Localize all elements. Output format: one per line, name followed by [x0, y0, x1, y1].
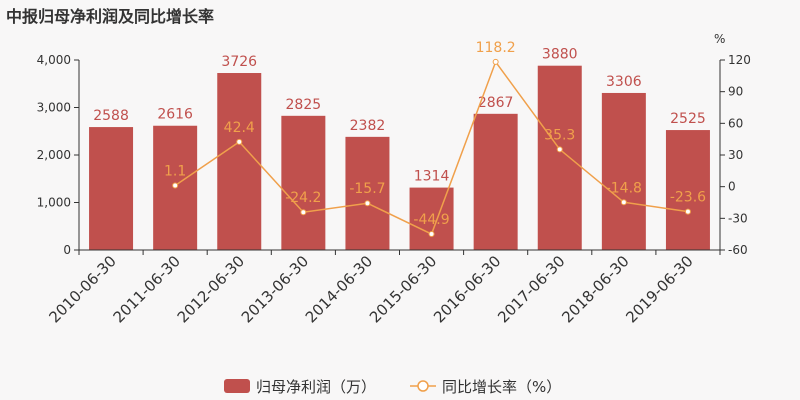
x-axis-tick-label: 2016-06-30 [430, 252, 504, 326]
growth-point-2016-06-30 [492, 58, 499, 65]
line-data-labels: 1.1 42.4 -24.2 -15.7 -44.9 118.2 35.3 -14.8 -23.… [164, 40, 706, 228]
bar-label-2013-06-30: 2825 [286, 97, 322, 113]
bar-label-2019-06-30: 2525 [670, 111, 706, 127]
legend-bar-swatch [224, 379, 250, 393]
right-axis-unit: % [714, 32, 725, 46]
growth-label-2017-06-30: 35.3 [544, 127, 575, 143]
growth-label-2016-06-30: 118.2 [476, 40, 516, 56]
growth-label-2015-06-30: -44.9 [413, 212, 449, 228]
bar-label-2018-06-30: 3306 [606, 74, 642, 90]
right-axis-tick-label: 30 [728, 148, 743, 162]
right-axis-tick-label: 0 [728, 180, 736, 194]
growth-label-2019-06-30: -23.6 [670, 190, 706, 206]
x-axis-tick-label: 2015-06-30 [366, 252, 440, 326]
legend-line-marker [417, 380, 429, 392]
bar-2015-06-30 [409, 187, 454, 250]
x-axis-tick-label: 2014-06-30 [302, 252, 376, 326]
x-axis-tick-label: 2019-06-30 [622, 252, 696, 326]
right-axis-tick-label: 120 [728, 53, 751, 67]
bar-2016-06-30 [473, 113, 518, 250]
right-axis-tick-label: -30 [728, 211, 748, 225]
x-axis-tick-label: 2017-06-30 [494, 252, 568, 326]
bar-2012-06-30 [217, 73, 262, 250]
bar-label-2017-06-30: 3880 [542, 47, 578, 63]
bar-2019-06-30 [665, 130, 710, 250]
bar-label-2011-06-30: 2616 [157, 107, 193, 123]
right-axis-tick-label: -60 [728, 243, 748, 257]
growth-label-2018-06-30: -14.8 [606, 180, 642, 196]
x-axis-tick-label: 2018-06-30 [558, 252, 632, 326]
bar-2017-06-30 [537, 65, 582, 250]
x-axis-tick-label: 2011-06-30 [110, 252, 184, 326]
bar-2014-06-30 [345, 136, 390, 250]
legend-bar-label[interactable]: 归母净利润（万） [256, 378, 376, 396]
bar-data-labels: 2588 2616 3726 2825 2382 1314 2867 3880 3306 2525 [93, 47, 706, 185]
growth-point-2018-06-30 [620, 199, 627, 206]
growth-point-2012-06-30 [236, 138, 243, 145]
bar-label-2014-06-30: 2382 [350, 118, 386, 134]
right-axis-tick-label: 60 [728, 116, 743, 130]
growth-label-2011-06-30: 1.1 [164, 164, 186, 180]
x-axis-tick-label: 2010-06-30 [45, 252, 119, 326]
bar-2018-06-30 [601, 92, 646, 250]
bar-label-2012-06-30: 3726 [221, 54, 257, 70]
legend-line-label[interactable]: 同比增长率（%） [442, 378, 561, 396]
bar-series [89, 65, 710, 250]
left-axis-tick-label: 3,000 [37, 101, 71, 115]
left-axis-tick-label: 0 [63, 243, 71, 257]
left-axis-tick-label: 1,000 [37, 196, 71, 210]
bar-2013-06-30 [281, 115, 326, 250]
growth-label-2013-06-30: -24.2 [285, 190, 321, 206]
bar-label-2015-06-30: 1314 [414, 169, 450, 185]
growth-label-2012-06-30: 42.4 [224, 120, 255, 136]
x-axis-tick-label: 2013-06-30 [238, 252, 312, 326]
growth-point-2015-06-30 [428, 231, 435, 238]
growth-point-2017-06-30 [556, 146, 563, 153]
growth-point-2014-06-30 [364, 200, 371, 207]
line-series [172, 58, 691, 238]
left-axis-tick-label: 2,000 [37, 148, 71, 162]
bar-label-2016-06-30: 2867 [478, 95, 514, 111]
x-axis-tick-label: 2012-06-30 [174, 252, 248, 326]
growth-point-2013-06-30 [300, 209, 307, 216]
growth-point-2019-06-30 [684, 208, 691, 215]
right-axis-tick-label: 90 [728, 85, 743, 99]
bar-label-2010-06-30: 2588 [93, 108, 129, 124]
left-axis-tick-label: 4,000 [37, 53, 71, 67]
growth-label-2014-06-30: -15.7 [349, 181, 385, 197]
growth-point-2011-06-30 [172, 182, 179, 189]
bar-2010-06-30 [89, 127, 134, 250]
chart-title: 中报归母净利润及同比增长率 [6, 7, 215, 26]
chart-legend[interactable]: 归母净利润（万） 同比增长率（%） [224, 378, 561, 396]
